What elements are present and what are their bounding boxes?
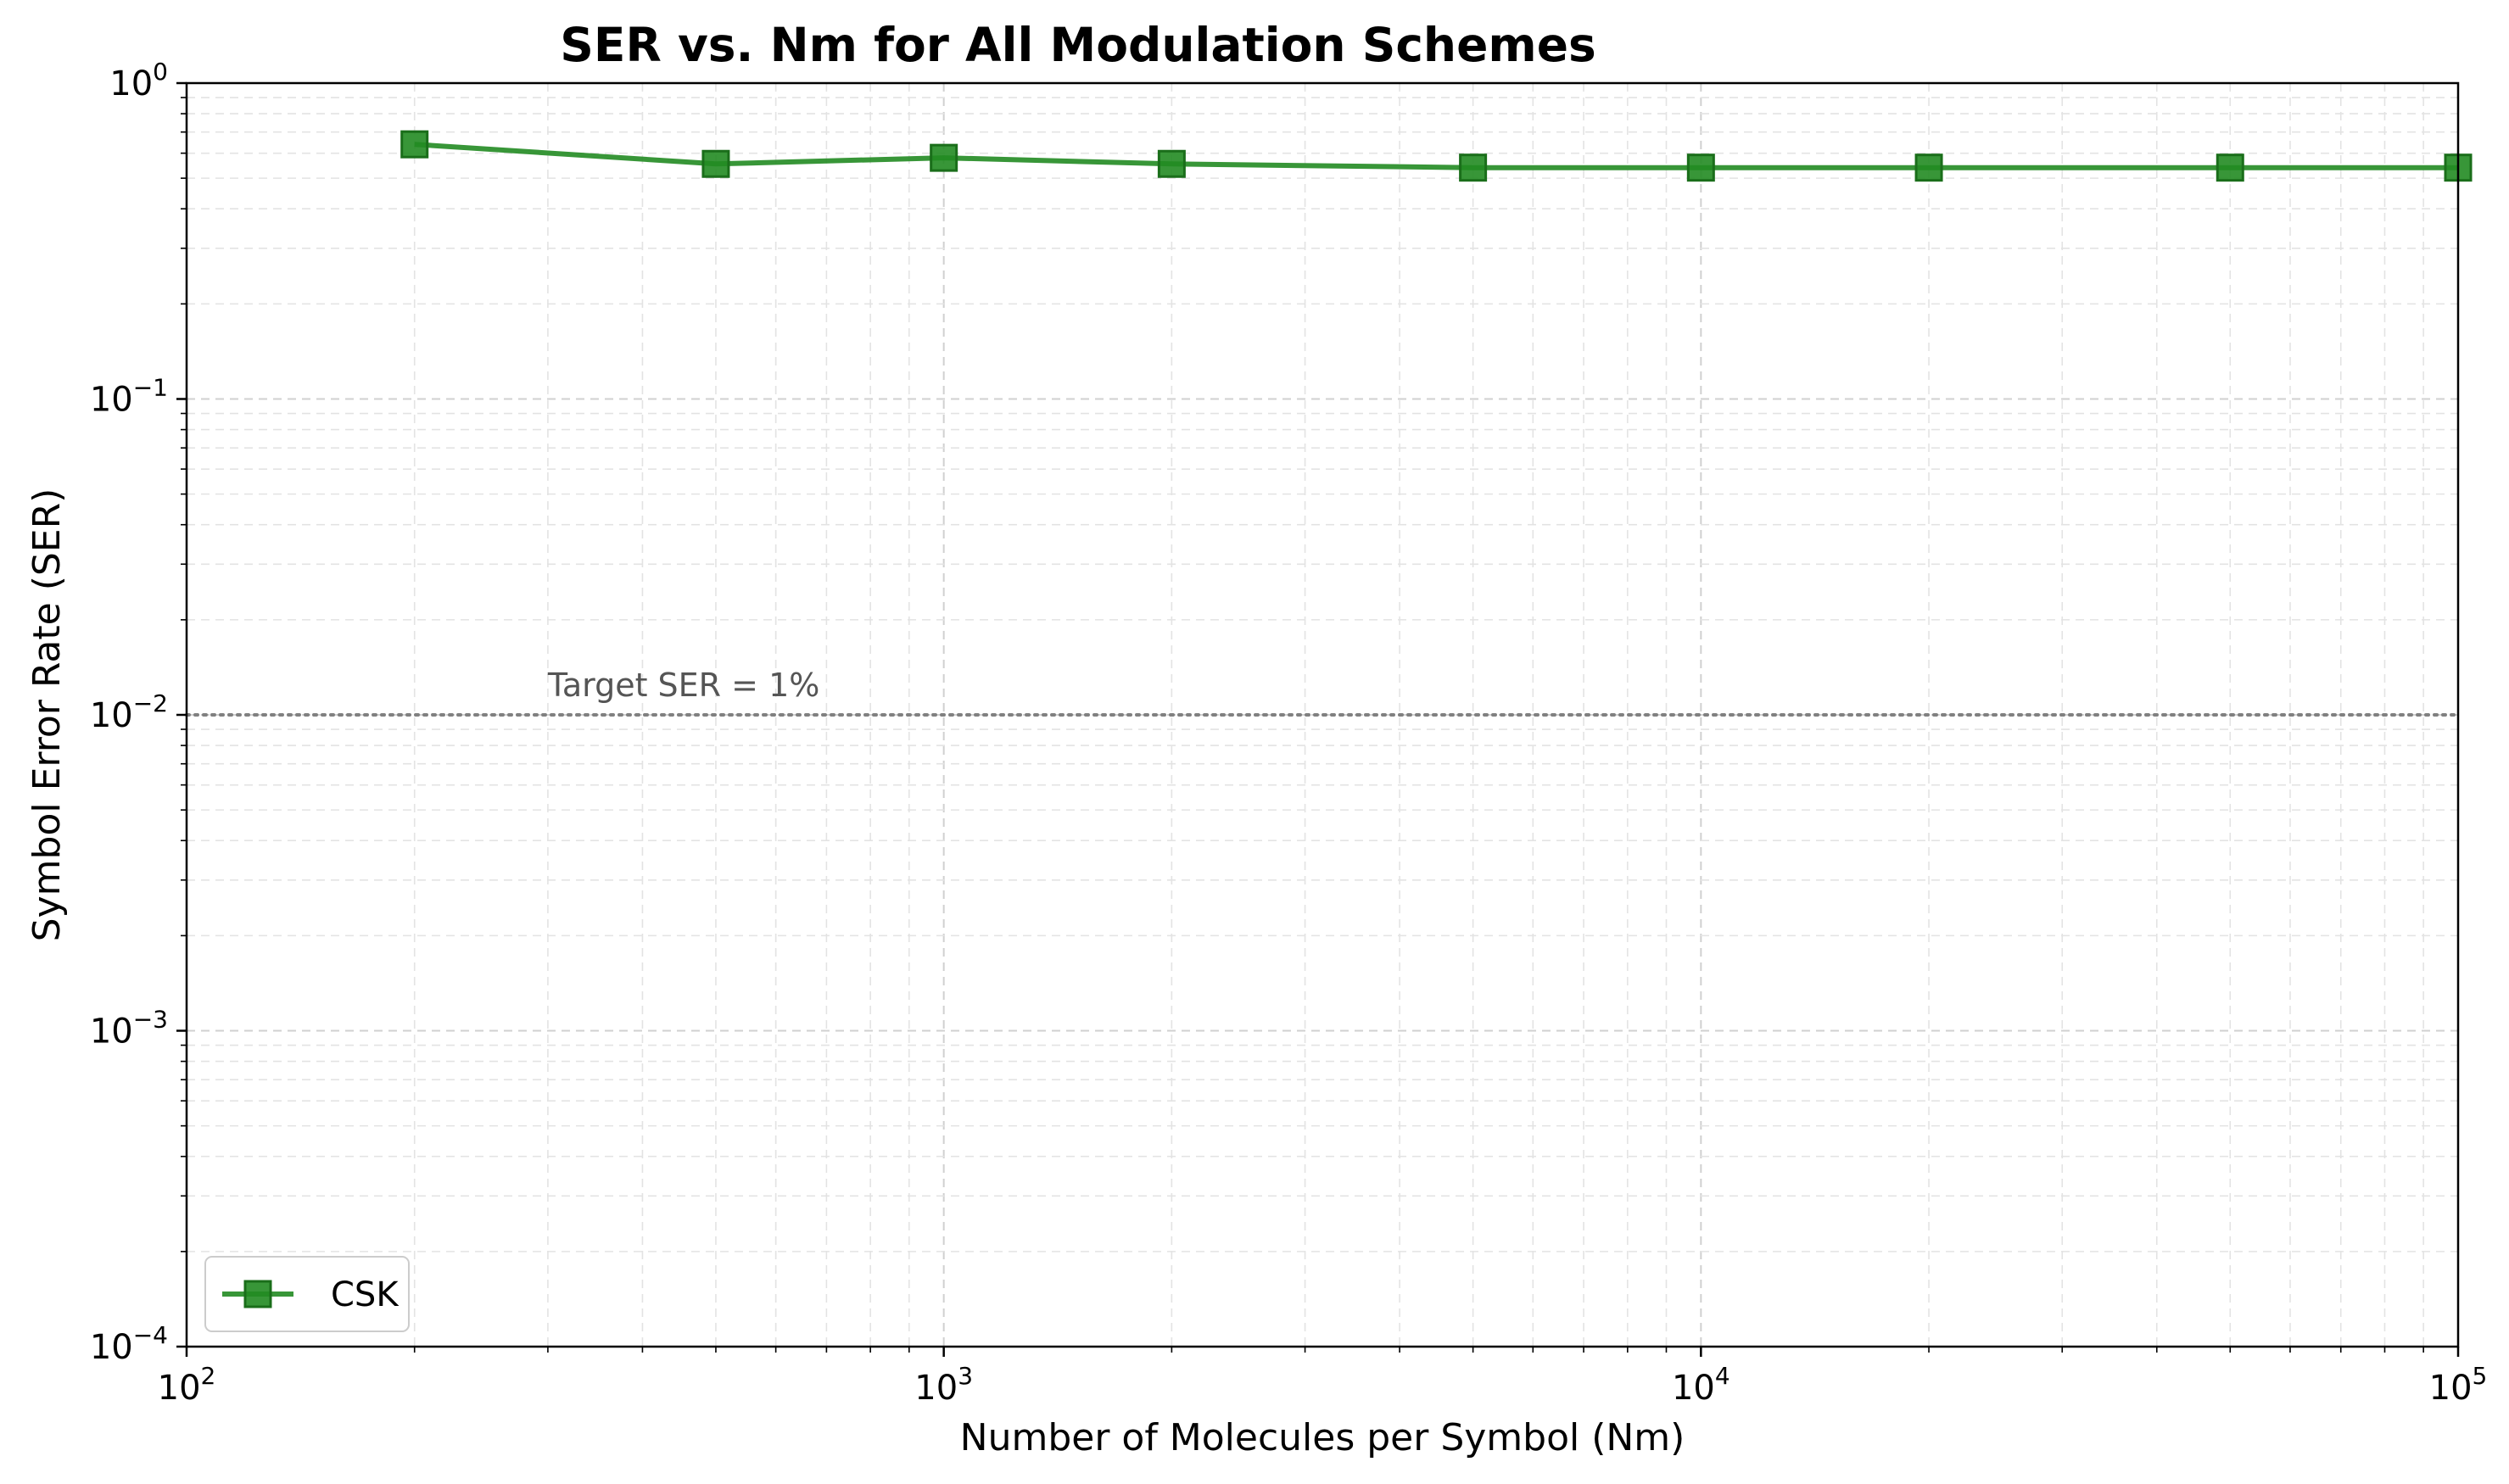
tick-layer: 102 103 104 105 10−4 10−3 10−2 10−1 100 <box>90 58 2488 1408</box>
data-point-marker <box>1686 153 1715 182</box>
y-tick-label: 10−1 <box>90 374 168 420</box>
legend-label: CSK <box>331 1275 400 1314</box>
legend-box <box>204 1256 410 1332</box>
y-axis-label: Symbol Error Rate (SER) <box>25 488 69 942</box>
y-tick-label: 10−4 <box>90 1321 168 1367</box>
reference-line-layer: Target SER = 1% <box>185 667 2460 717</box>
y-tick-label: 100 <box>109 58 168 103</box>
legend-marker <box>243 1280 272 1308</box>
data-point-marker <box>1459 153 1488 182</box>
legend: CSK <box>204 1256 410 1332</box>
data-point-marker <box>1157 149 1186 178</box>
x-axis-label: Number of Molecules per Symbol (Nm) <box>960 1416 1685 1459</box>
x-tick-label: 104 <box>1672 1362 1730 1408</box>
data-point-marker <box>930 143 958 172</box>
y-tick-label: 10−2 <box>90 689 168 735</box>
x-tick-label: 103 <box>914 1362 973 1408</box>
data-point-marker <box>2216 153 2244 182</box>
y-tick-label: 10−3 <box>90 1006 168 1052</box>
data-point-marker <box>400 130 429 159</box>
chart-title: SER vs. Nm for All Modulation Schemes <box>560 18 1595 72</box>
x-tick-label: 102 <box>158 1362 216 1408</box>
data-point-marker <box>701 149 730 178</box>
data-point-marker <box>1914 153 1943 182</box>
x-tick-label: 105 <box>2429 1362 2488 1408</box>
target-ser-label: Target SER = 1% <box>547 667 819 704</box>
